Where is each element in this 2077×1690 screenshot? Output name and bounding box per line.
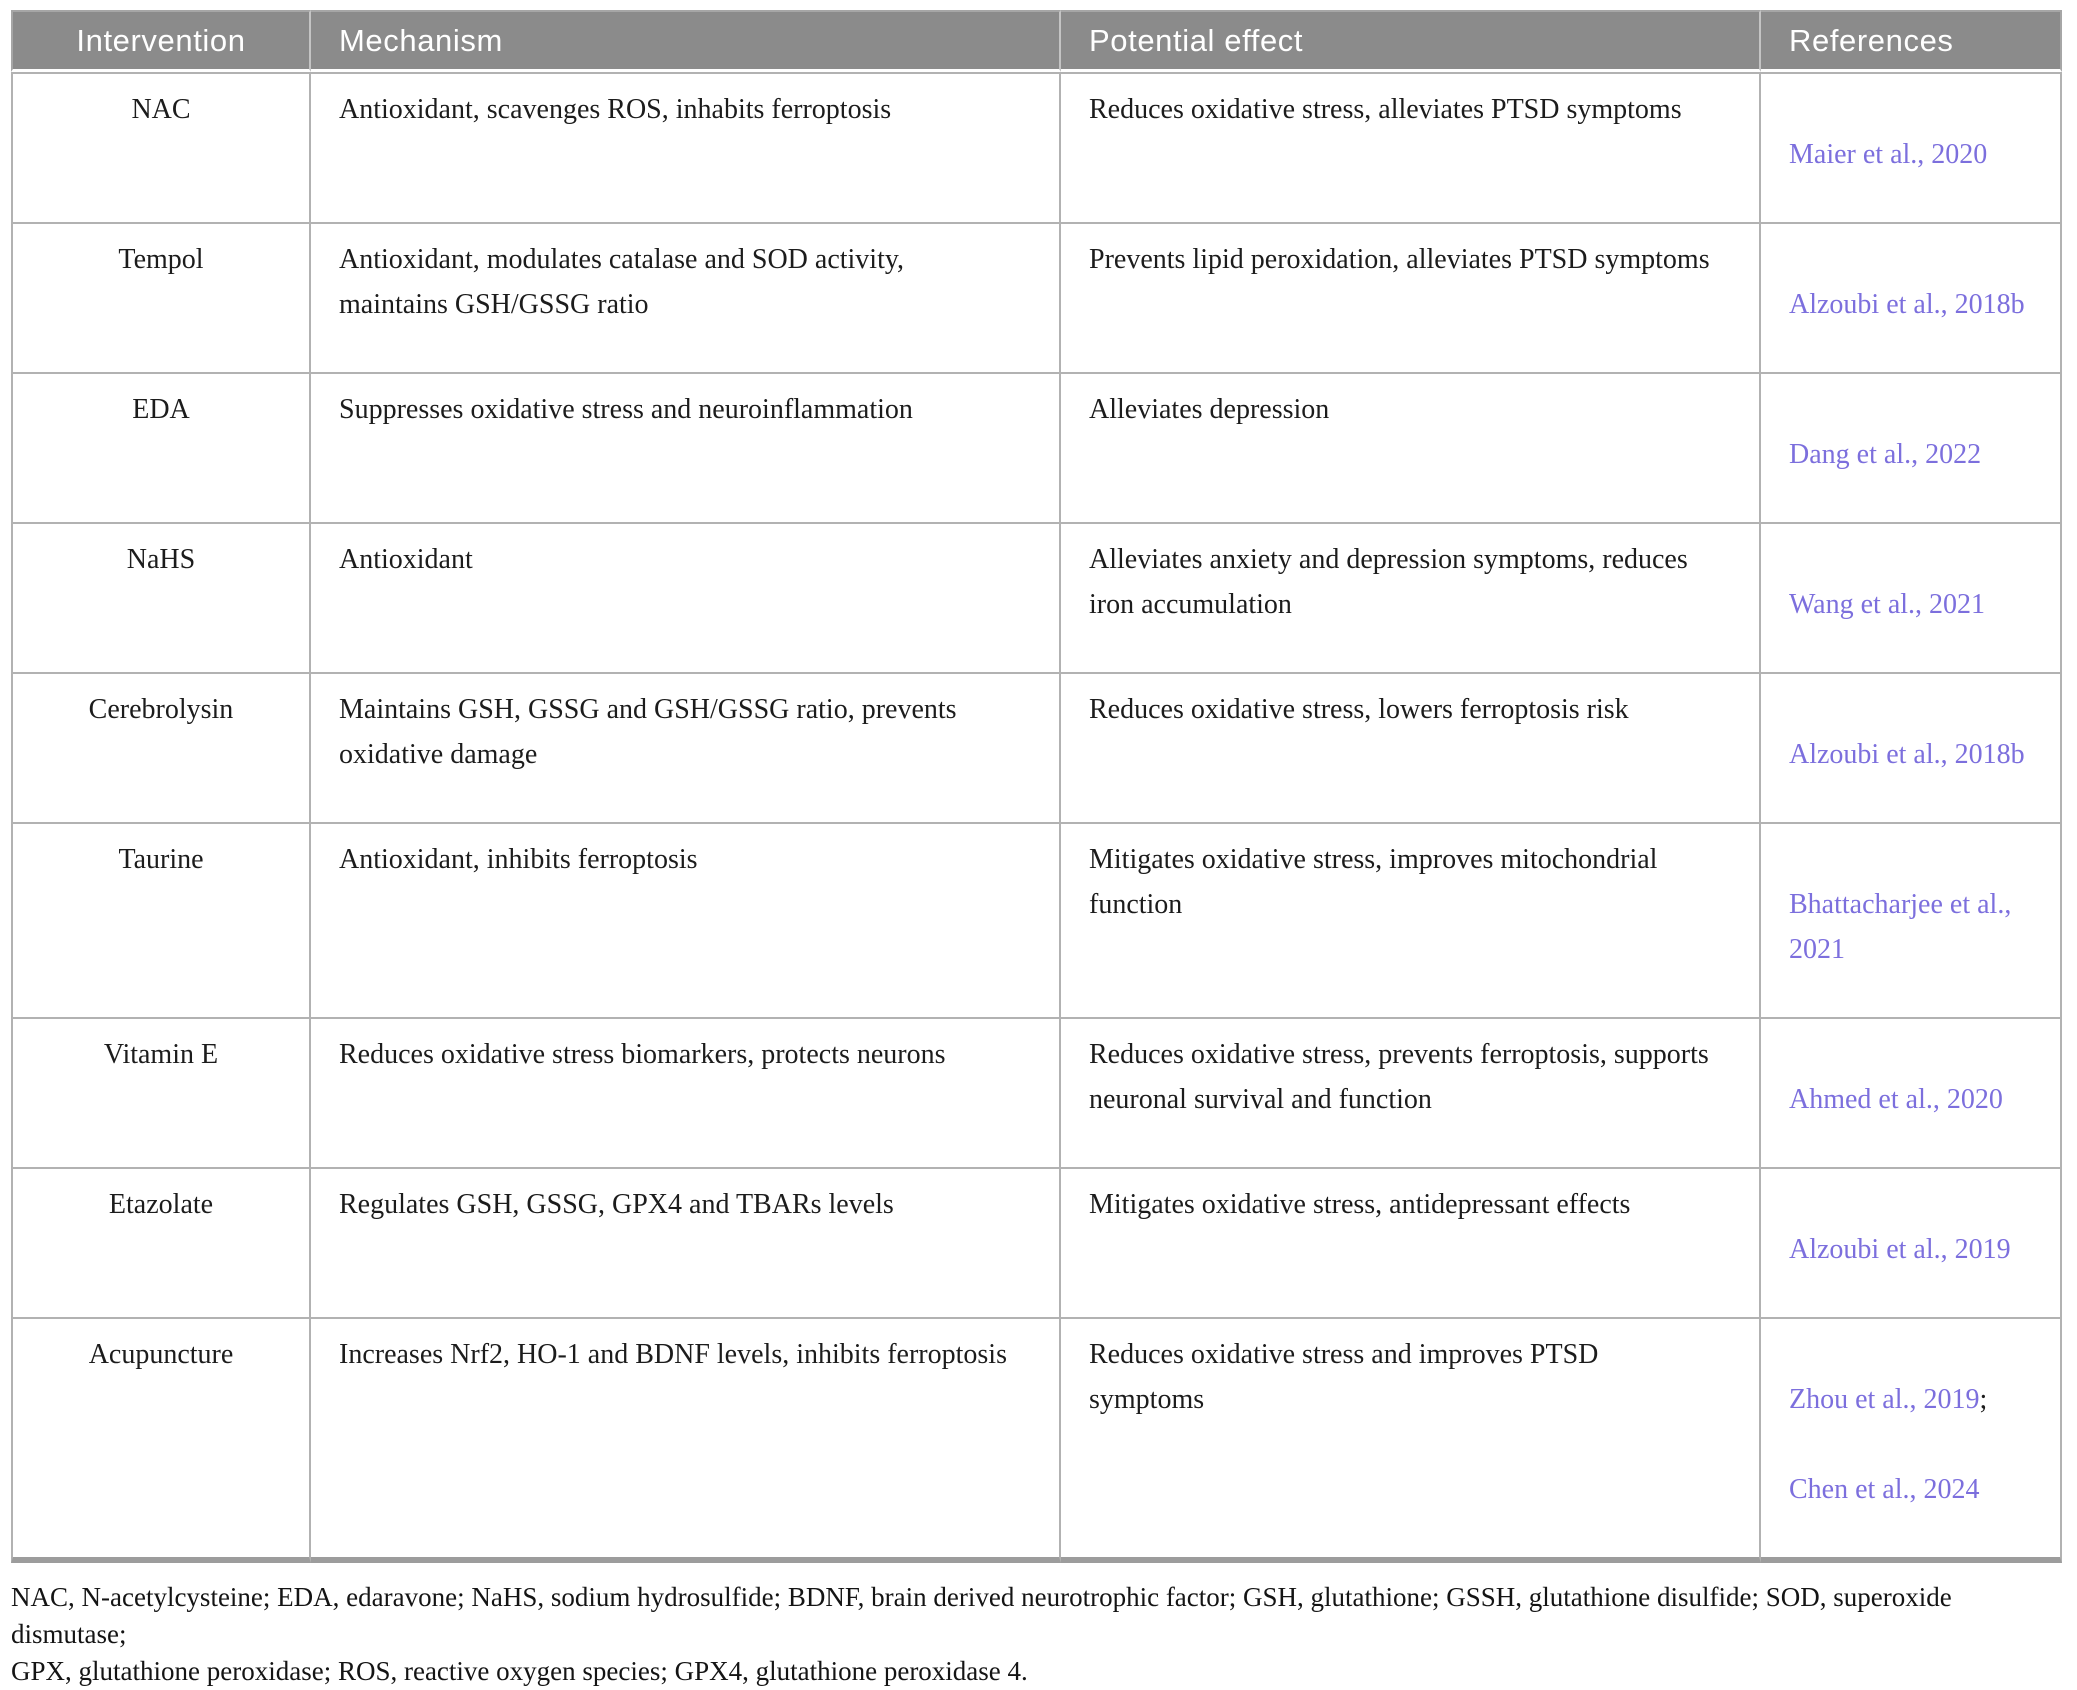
column-header-references: References	[1761, 10, 2062, 72]
table-row: Tempol Antioxidant, modulates catalase a…	[11, 224, 2062, 374]
mechanism-cell: Reduces oxidative stress biomarkers, pro…	[311, 1019, 1061, 1169]
references-cell: Alzoubi et al., 2018b	[1761, 224, 2062, 374]
mechanism-cell: Antioxidant	[311, 524, 1061, 674]
table-row: Etazolate Regulates GSH, GSSG, GPX4 and …	[11, 1169, 2062, 1319]
intervention-cell: Acupuncture	[11, 1319, 311, 1563]
table-row: Cerebrolysin Maintains GSH, GSSG and GSH…	[11, 674, 2062, 824]
reference-link[interactable]: Wang et al., 2021	[1789, 589, 1986, 620]
intervention-cell: NaHS	[11, 524, 311, 674]
table-row: Acupuncture Increases Nrf2, HO-1 and BDN…	[11, 1319, 2062, 1563]
references-cell: Maier et al., 2020	[1761, 72, 2062, 224]
reference-link[interactable]: Maier et al., 2020	[1789, 139, 1988, 170]
effect-cell: Alleviates anxiety and depression sympto…	[1061, 524, 1761, 674]
mechanism-cell: Antioxidant, inhibits ferroptosis	[311, 824, 1061, 1019]
column-header-intervention: Intervention	[11, 10, 311, 72]
effect-cell: Reduces oxidative stress, lowers ferropt…	[1061, 674, 1761, 824]
header-row: Intervention Mechanism Potential effect …	[11, 10, 2062, 72]
intervention-cell: Etazolate	[11, 1169, 311, 1319]
mechanism-cell: Antioxidant, scavenges ROS, inhabits fer…	[311, 72, 1061, 224]
effect-cell: Reduces oxidative stress and improves PT…	[1061, 1319, 1761, 1563]
table-row: EDA Suppresses oxidative stress and neur…	[11, 374, 2062, 524]
intervention-cell: Tempol	[11, 224, 311, 374]
effect-cell: Prevents lipid peroxidation, alleviates …	[1061, 224, 1761, 374]
reference-link[interactable]: Zhou et al., 2019	[1789, 1384, 1980, 1415]
intervention-cell: EDA	[11, 374, 311, 524]
references-cell: Ahmed et al., 2020	[1761, 1019, 2062, 1169]
reference-link[interactable]: Ahmed et al., 2020	[1789, 1084, 2003, 1115]
table-row: Vitamin E Reduces oxidative stress bioma…	[11, 1019, 2062, 1169]
column-header-mechanism: Mechanism	[311, 10, 1061, 72]
column-header-potential-effect: Potential effect	[1061, 10, 1761, 72]
references-cell: Alzoubi et al., 2018b	[1761, 674, 2062, 824]
mechanism-cell: Regulates GSH, GSSG, GPX4 and TBARs leve…	[311, 1169, 1061, 1319]
effect-cell: Mitigates oxidative stress, improves mit…	[1061, 824, 1761, 1019]
references-cell: Wang et al., 2021	[1761, 524, 2062, 674]
reference-link[interactable]: Bhattacharjee et al., 2021	[1789, 889, 2012, 965]
mechanism-cell: Antioxidant, modulates catalase and SOD …	[311, 224, 1061, 374]
table-row: NaHS Antioxidant Alleviates anxiety and …	[11, 524, 2062, 674]
mechanism-cell: Increases Nrf2, HO-1 and BDNF levels, in…	[311, 1319, 1061, 1563]
references-cell: Alzoubi et al., 2019	[1761, 1169, 2062, 1319]
effect-cell: Reduces oxidative stress, alleviates PTS…	[1061, 72, 1761, 224]
mechanism-cell: Maintains GSH, GSSG and GSH/GSSG ratio, …	[311, 674, 1061, 824]
intervention-cell: NAC	[11, 72, 311, 224]
references-cell: Bhattacharjee et al., 2021	[1761, 824, 2062, 1019]
effect-cell: Mitigates oxidative stress, antidepressa…	[1061, 1169, 1761, 1319]
reference-separator: ;	[1979, 1384, 1988, 1415]
reference-link[interactable]: Chen et al., 2024	[1789, 1474, 1980, 1505]
footnote-abbreviations: NAC, N-acetylcysteine; EDA, edaravone; N…	[11, 1582, 1952, 1686]
reference-link[interactable]: Dang et al., 2022	[1789, 439, 1982, 470]
references-cell: Dang et al., 2022	[1761, 374, 2062, 524]
effect-cell: Alleviates depression	[1061, 374, 1761, 524]
table-row: NAC Antioxidant, scavenges ROS, inhabits…	[11, 72, 2062, 224]
table-row: Taurine Antioxidant, inhibits ferroptosi…	[11, 824, 2062, 1019]
reference-link[interactable]: Alzoubi et al., 2019	[1789, 1234, 2011, 1265]
references-cell: Zhou et al., 2019; Chen et al., 2024	[1761, 1319, 2062, 1563]
reference-link[interactable]: Alzoubi et al., 2018b	[1789, 289, 2025, 320]
table-body: NAC Antioxidant, scavenges ROS, inhabits…	[11, 72, 2062, 1563]
intervention-cell: Taurine	[11, 824, 311, 1019]
table-header: Intervention Mechanism Potential effect …	[11, 10, 2062, 72]
effect-cell: Reduces oxidative stress, prevents ferro…	[1061, 1019, 1761, 1169]
reference-link[interactable]: Alzoubi et al., 2018b	[1789, 739, 2025, 770]
interventions-table: Intervention Mechanism Potential effect …	[11, 10, 2062, 1563]
intervention-cell: Vitamin E	[11, 1019, 311, 1169]
intervention-cell: Cerebrolysin	[11, 674, 311, 824]
mechanism-cell: Suppresses oxidative stress and neuroinf…	[311, 374, 1061, 524]
